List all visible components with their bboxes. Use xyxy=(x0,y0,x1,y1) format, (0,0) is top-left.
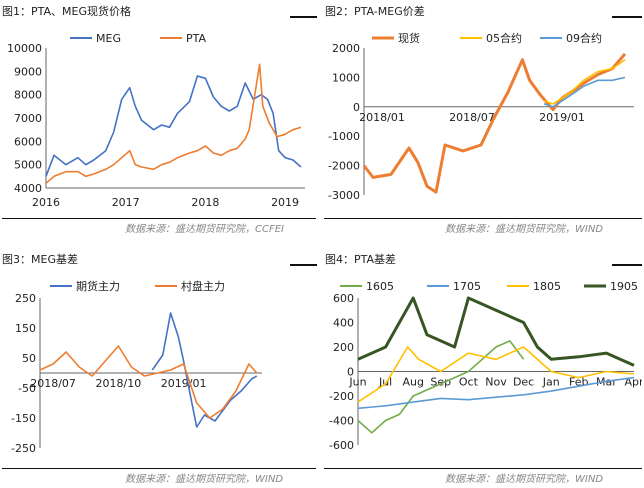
x-tick-label: 2018 xyxy=(191,196,219,209)
y-tick-label: -600 xyxy=(329,439,354,452)
chart-pta-meg-spread: -3000 -2000 -1000 0 1000 2000 2018/01 2018/07 20… xyxy=(328,31,634,202)
x-tick-label: Oct xyxy=(459,376,479,389)
series-line-PTA xyxy=(45,63,302,184)
y-tick-label: 0 xyxy=(353,101,360,114)
divider xyxy=(2,218,316,219)
y-tick-label: -50 xyxy=(18,382,36,395)
series-line-09合约 xyxy=(543,76,626,108)
y-tick-label: -400 xyxy=(329,415,354,428)
source-note: 数据来源：盛达期货研究院，CCFEI xyxy=(125,224,284,235)
y-tick-label: -2000 xyxy=(328,160,360,173)
y-tick-label: -1000 xyxy=(328,130,360,143)
fig2-rule xyxy=(612,16,642,18)
divider xyxy=(324,218,642,219)
x-tick-label: 2019/01 xyxy=(539,111,585,124)
legend-label: 1805 xyxy=(533,280,561,293)
x-tick-label: 2019 xyxy=(271,196,299,209)
y-tick-label: 7000 xyxy=(14,112,42,125)
x-tick-label: Nov xyxy=(485,376,507,389)
fig1-title: 图1：PTA、MEG现货价格 xyxy=(2,5,131,18)
legend-label: 期货主力 xyxy=(76,279,120,293)
y-tick-label: 8000 xyxy=(14,89,42,102)
series-line-村盘主力 xyxy=(39,345,258,419)
divider xyxy=(324,468,642,469)
legend-label: 1605 xyxy=(366,280,394,293)
y-tick-label: 6000 xyxy=(14,135,42,148)
series-line-期货主力 xyxy=(151,312,258,428)
source-note: 数据来源：盛达期货研究院，WIND xyxy=(445,474,604,485)
legend-label: 09合约 xyxy=(566,31,602,45)
series-line-1905 xyxy=(357,296,635,367)
x-tick-label: Jun xyxy=(348,376,366,389)
y-tick-label: 9000 xyxy=(14,65,42,78)
series-line-1605 xyxy=(357,340,525,434)
x-tick-label: 2018/10 xyxy=(96,377,142,390)
x-tick-label: Jan xyxy=(542,376,560,389)
legend-label: 1905 xyxy=(610,280,638,293)
divider xyxy=(2,468,316,469)
y-tick-label: 1000 xyxy=(332,71,360,84)
chart-meg-basis: -250 -150 -50 50 150 250 2018/07 2018/10 2019/01… xyxy=(11,279,262,455)
legend-label: 现货 xyxy=(398,31,420,45)
x-tick-label: Aug xyxy=(402,376,423,389)
fig3-title: 图3：MEG基差 xyxy=(2,253,78,266)
x-tick-label: Dec xyxy=(513,376,534,389)
legend-label: MEG xyxy=(96,32,121,45)
y-tick-label: -3000 xyxy=(328,189,360,202)
fig3-rule xyxy=(290,264,317,266)
fig2-title: 图2：PTA-MEG价差 xyxy=(325,5,425,18)
x-tick-label: 2017 xyxy=(112,196,140,209)
y-tick-label: 2000 xyxy=(332,42,360,55)
y-tick-label: 50 xyxy=(22,352,36,365)
fig4-title: 图4：PTA基差 xyxy=(325,253,397,266)
legend-label: 05合约 xyxy=(486,31,522,45)
chart-pta-meg-spot: 4000 5000 6000 7000 8000 9000 10000 2016 2017 201… xyxy=(7,32,305,209)
y-tick-label: 250 xyxy=(15,292,36,305)
y-tick-label: 600 xyxy=(333,292,354,305)
series-line-MEG xyxy=(45,75,302,177)
series-line-05合约 xyxy=(543,59,626,105)
x-tick-label: 2018/01 xyxy=(359,111,405,124)
y-tick-label: 10000 xyxy=(7,42,42,55)
y-tick-label: 150 xyxy=(15,322,36,335)
y-tick-label: -250 xyxy=(11,442,36,455)
y-tick-label: 4000 xyxy=(14,182,42,195)
legend-label: PTA xyxy=(186,32,206,45)
legend-label: 村盘主力 xyxy=(181,279,225,293)
source-note: 数据来源：盛达期货研究院，WIND xyxy=(445,224,604,235)
x-tick-label: 2018/07 xyxy=(449,111,495,124)
x-tick-label: 2019/01 xyxy=(161,377,207,390)
y-tick-label: 0 xyxy=(347,366,354,379)
x-tick-label: 2018/07 xyxy=(30,377,76,390)
series-line-1705 xyxy=(357,376,635,410)
y-tick-label: 5000 xyxy=(14,159,42,172)
y-tick-label: -200 xyxy=(329,390,354,403)
y-tick-label: -150 xyxy=(11,412,36,425)
x-tick-label: 2016 xyxy=(32,196,60,209)
legend-label: 1705 xyxy=(453,280,481,293)
series-line-1805 xyxy=(357,346,635,403)
fig1-rule xyxy=(290,16,317,18)
fig4-rule xyxy=(612,264,642,266)
y-tick-label: 400 xyxy=(333,317,354,330)
y-tick-label: 200 xyxy=(333,341,354,354)
source-note: 数据来源：盛达期货研究院，WIND xyxy=(125,474,284,485)
series-line-现货 xyxy=(362,52,627,194)
